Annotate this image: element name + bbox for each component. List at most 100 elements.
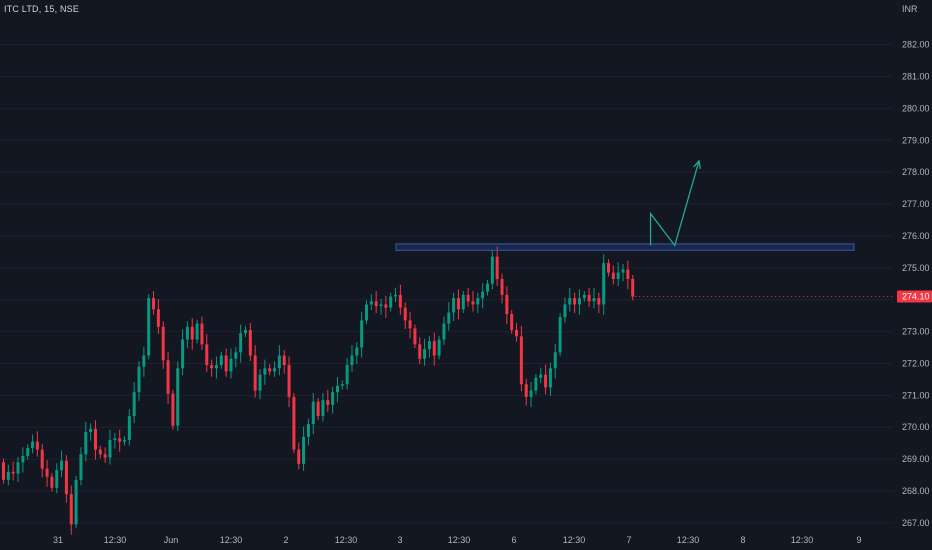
candle-body [597, 298, 601, 305]
candle [335, 377, 339, 403]
candle [548, 362, 552, 396]
candle-body [432, 341, 436, 356]
candle [427, 335, 431, 358]
breakout-zone[interactable] [395, 243, 855, 251]
candle [437, 335, 441, 360]
candle [394, 287, 398, 302]
candle [587, 287, 591, 307]
zone-rect[interactable] [395, 243, 855, 251]
arrow-path[interactable] [649, 160, 700, 247]
candle-body [2, 462, 5, 480]
y-tick-label: 280.00 [902, 103, 930, 113]
candle-body [500, 278, 504, 295]
candlestick-series [2, 246, 635, 535]
candle-body [297, 449, 301, 464]
x-tick-label: 12:30 [563, 535, 586, 545]
candle-body [239, 333, 243, 353]
candle [156, 299, 160, 334]
candle [350, 345, 354, 373]
candle [224, 348, 228, 377]
candle [166, 351, 170, 404]
price-axis[interactable]: INR 267.00 268.00 269.00 270.00 271.00 272.00… [902, 4, 930, 528]
candle-body [21, 455, 25, 463]
candle-body [69, 494, 73, 525]
candle-body [292, 396, 296, 450]
candle-body [321, 400, 325, 417]
candle [355, 342, 359, 365]
candle-body [355, 347, 359, 356]
candle-body [534, 377, 538, 391]
candle [466, 287, 470, 307]
candle-body [466, 294, 470, 302]
candle-body [137, 366, 141, 393]
candle [369, 294, 373, 310]
candle [74, 476, 78, 529]
candle [408, 311, 412, 339]
time-axis[interactable]: 31 12:30 Jun 12:30 2 12:30 3 12:30 6 12:30 7 12:30 8… [53, 535, 862, 545]
candle-body [631, 278, 635, 297]
candle-body [152, 298, 156, 310]
candle-body [548, 368, 552, 388]
candle [210, 359, 214, 377]
candle [340, 380, 344, 390]
candle [403, 302, 407, 330]
candle-body [481, 291, 485, 299]
candle-body [35, 441, 39, 450]
candle-body [394, 294, 398, 297]
candle-body [40, 449, 44, 469]
x-tick-label: 6 [511, 535, 516, 545]
candle-body [442, 323, 446, 340]
candle [331, 386, 335, 414]
candle-body [60, 460, 64, 471]
candle [611, 265, 615, 285]
candle-body [103, 454, 107, 458]
candle-body [11, 471, 15, 474]
candle-body [6, 471, 10, 480]
candle [510, 310, 514, 334]
candle [389, 292, 393, 312]
candle-body [118, 438, 122, 442]
candle [244, 326, 247, 337]
candle-body [486, 283, 489, 292]
candle-body [26, 447, 30, 456]
candle [316, 397, 320, 420]
candle [621, 263, 625, 282]
candle [239, 324, 243, 363]
candle [302, 426, 306, 471]
candle [529, 381, 533, 408]
candle-body [282, 355, 286, 366]
x-tick-label: 2 [283, 535, 288, 545]
y-tick-label: 272.00 [902, 358, 930, 368]
candle-body [563, 304, 567, 318]
candle-body [519, 336, 523, 385]
candle [461, 291, 465, 314]
projection-arrow[interactable] [649, 159, 701, 247]
candle [263, 359, 267, 385]
candle-body [602, 263, 606, 305]
candle-body [568, 298, 572, 305]
candle-body [413, 328, 417, 345]
candle-body [340, 384, 344, 386]
candle-body [156, 309, 160, 327]
candle [515, 322, 519, 342]
candle [345, 358, 349, 390]
candle [40, 444, 44, 478]
candle [161, 321, 165, 369]
candle-body [277, 355, 281, 369]
candle-body [248, 329, 252, 356]
candle [573, 292, 577, 314]
candle-body [147, 298, 151, 356]
candle [544, 364, 548, 395]
chart-grid [0, 44, 893, 524]
candle-body [592, 298, 596, 302]
candle-body [331, 392, 335, 405]
x-tick-label: 7 [626, 535, 631, 545]
symbol-title[interactable]: ITC LTD, 15, NSE [4, 4, 80, 14]
candle [418, 337, 422, 365]
candle-body [490, 256, 494, 284]
y-tick-label: 276.00 [902, 231, 930, 241]
candle-body [268, 368, 272, 372]
candle [277, 345, 281, 376]
candle [282, 350, 286, 374]
